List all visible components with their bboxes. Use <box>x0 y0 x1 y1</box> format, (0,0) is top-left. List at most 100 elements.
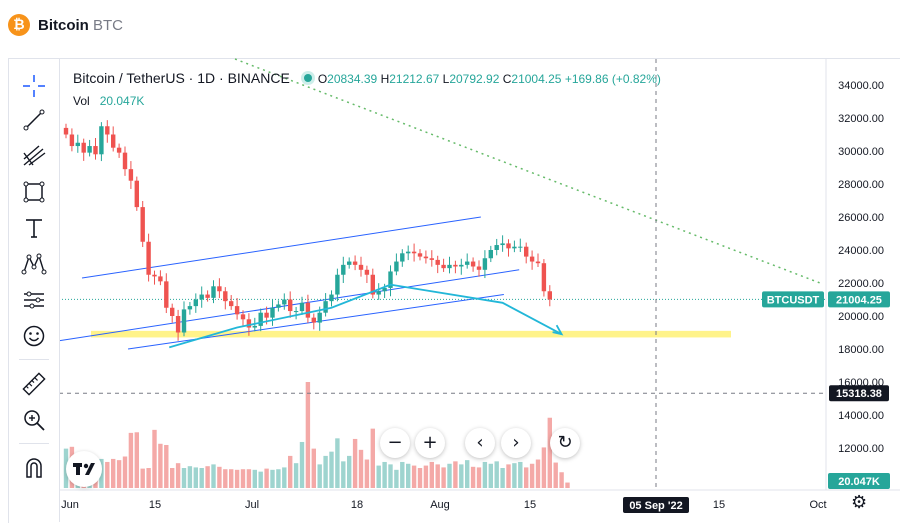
volume-bar <box>547 417 552 488</box>
candle-body <box>311 317 316 323</box>
candle-body <box>158 276 163 282</box>
y-tick-label: 20000.00 <box>838 311 884 323</box>
volume-bar <box>122 456 128 488</box>
candle-body <box>394 261 399 272</box>
zoom-out-button[interactable]: − <box>380 428 410 458</box>
volume-bar <box>193 467 198 488</box>
candle-body <box>382 287 387 292</box>
volume-bar <box>488 463 493 488</box>
x-tick-label: Jun <box>61 499 79 511</box>
candle-body <box>341 264 346 275</box>
candle-body <box>323 301 328 313</box>
volume-bar <box>441 467 446 488</box>
candle-body <box>400 253 405 262</box>
volume-bar <box>317 464 322 488</box>
scroll-right-button[interactable]: › <box>501 428 531 458</box>
candle-body <box>140 207 145 242</box>
candle-body <box>535 261 541 264</box>
volume-bar <box>105 461 110 488</box>
candle-body <box>518 246 523 248</box>
settings-gear-icon[interactable]: ⚙ <box>851 492 868 513</box>
volume-bar <box>382 461 387 488</box>
candle-body <box>175 316 181 333</box>
candle-body <box>187 306 193 310</box>
candle-body <box>305 302 311 318</box>
volume-bar <box>63 448 69 488</box>
volume-bar <box>435 464 440 488</box>
symbol-title[interactable]: Bitcoin / TetherUS · 1D · BINANCE <box>73 70 290 86</box>
x-tick-label: Jul <box>245 499 259 511</box>
volume-bar <box>146 468 151 488</box>
volume-bar <box>406 463 411 488</box>
volume-bar <box>470 466 476 488</box>
volume-bar <box>199 468 204 488</box>
candle-body <box>482 258 488 270</box>
volume-bar <box>417 468 423 488</box>
prediction-icon[interactable] <box>21 287 47 313</box>
candle-body <box>470 261 476 267</box>
trend-line-icon[interactable] <box>21 107 47 133</box>
candle-body <box>299 302 305 312</box>
volume-bar <box>429 461 434 488</box>
scroll-left-button[interactable]: ‹ <box>465 428 495 458</box>
volume-bar <box>116 460 122 488</box>
symbol-header: ₿ Bitcoin BTC <box>0 0 900 56</box>
volume-bar <box>524 467 529 488</box>
candle-body <box>146 241 151 275</box>
emoji-icon[interactable] <box>21 323 47 349</box>
candle-body <box>370 274 375 295</box>
fib-icon[interactable] <box>21 143 47 169</box>
volume-bar <box>175 463 181 488</box>
volume-bar <box>276 469 281 488</box>
pattern-icon[interactable] <box>21 251 47 277</box>
y-tick-label: 14000.00 <box>838 410 884 422</box>
ruler-icon[interactable] <box>21 371 47 397</box>
volume-bar <box>223 469 228 488</box>
candle-body <box>81 142 86 153</box>
magnet-icon[interactable] <box>21 455 47 481</box>
volume-bar <box>158 443 163 488</box>
candle-body <box>476 266 482 270</box>
volume-bar <box>288 455 293 488</box>
candle-body <box>411 251 417 254</box>
candle-body <box>105 126 110 135</box>
candle-body <box>264 312 269 318</box>
crosshair-icon[interactable] <box>21 73 47 99</box>
rectangle-icon[interactable] <box>21 179 47 205</box>
candle-body <box>376 291 381 295</box>
coin-name[interactable]: Bitcoin <box>38 17 89 34</box>
reset-chart-button[interactable]: ↻ <box>550 428 580 458</box>
candle-body <box>459 264 464 267</box>
candle-body <box>329 294 334 302</box>
volume-bar <box>459 464 464 488</box>
candle-body <box>453 264 458 267</box>
candle-body <box>170 307 175 316</box>
volume-bar <box>264 468 269 488</box>
volume-bar <box>140 468 145 488</box>
volume-bar <box>234 469 240 488</box>
x-tick-label: 15 <box>713 499 725 511</box>
x-tick-label: Oct <box>809 499 826 511</box>
volume-bar <box>494 461 499 488</box>
zigzag-projection <box>168 283 563 349</box>
volume-bar <box>335 438 340 488</box>
text-icon[interactable] <box>21 215 47 241</box>
y-tick-label: 34000.00 <box>838 80 884 92</box>
volume-bar <box>529 463 535 488</box>
candle-body <box>63 127 69 135</box>
volume-bar <box>364 459 370 488</box>
candle-body <box>388 271 393 288</box>
candle-body <box>506 243 511 249</box>
zoom-in-icon[interactable] <box>21 407 47 433</box>
tradingview-logo[interactable] <box>66 451 102 487</box>
y-tick-label: 26000.00 <box>838 212 884 224</box>
candle-body <box>352 261 358 265</box>
zoom-in-button[interactable]: + <box>415 428 445 458</box>
candle-body <box>205 294 210 298</box>
crosshair-date-tag-bg <box>623 497 689 513</box>
candle-body <box>435 259 440 265</box>
volume-bar <box>500 468 505 488</box>
y-tick-label: 30000.00 <box>838 146 884 158</box>
volume-bar <box>394 469 399 488</box>
